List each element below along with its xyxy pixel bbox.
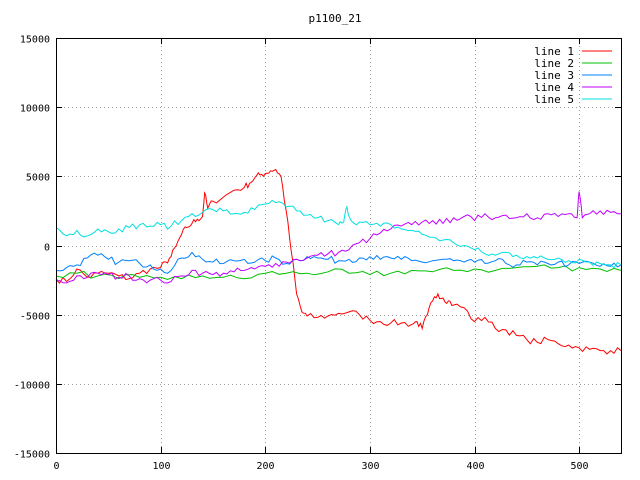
y-tick-label: 10000 (20, 104, 50, 115)
y-tick-label: -15000 (14, 450, 50, 461)
legend-entry: line 5 (534, 93, 612, 106)
series-3-line (55, 251, 622, 274)
x-tick-label: 0 (53, 461, 59, 472)
legend-label: line 3 (534, 69, 574, 82)
legend-label: line 2 (534, 57, 574, 70)
series-layer (55, 168, 622, 355)
y-tick-label: -10000 (14, 381, 50, 392)
y-tick-label: 0 (44, 243, 50, 254)
legend-label: line 4 (534, 81, 574, 94)
legend-label: line 1 (534, 45, 574, 58)
x-tick-label: 200 (256, 461, 274, 472)
series-5-line (55, 199, 622, 269)
x-tick-label: 300 (361, 461, 379, 472)
x-tick-label: 500 (570, 461, 588, 472)
series-4-line (55, 191, 621, 284)
legend-entry: line 4 (534, 81, 612, 94)
legend-entry: line 2 (534, 57, 612, 70)
x-tick-label: 400 (466, 461, 484, 472)
series-1-line (55, 168, 622, 355)
y-tick-label: 5000 (26, 173, 50, 184)
legend-label: line 5 (534, 93, 574, 106)
y-tick-label: -5000 (20, 312, 50, 323)
legend-entry: line 3 (534, 69, 612, 82)
legend-entry: line 1 (534, 45, 612, 58)
x-tick-label: 100 (152, 461, 170, 472)
ticks: 0 100 200 300 400 500 -15000 -10000 -5000 0 5000 10… (14, 35, 621, 472)
y-tick-label: 15000 (20, 35, 50, 46)
series-2-line (55, 264, 622, 281)
chart-title: p1100_21 (309, 12, 362, 25)
